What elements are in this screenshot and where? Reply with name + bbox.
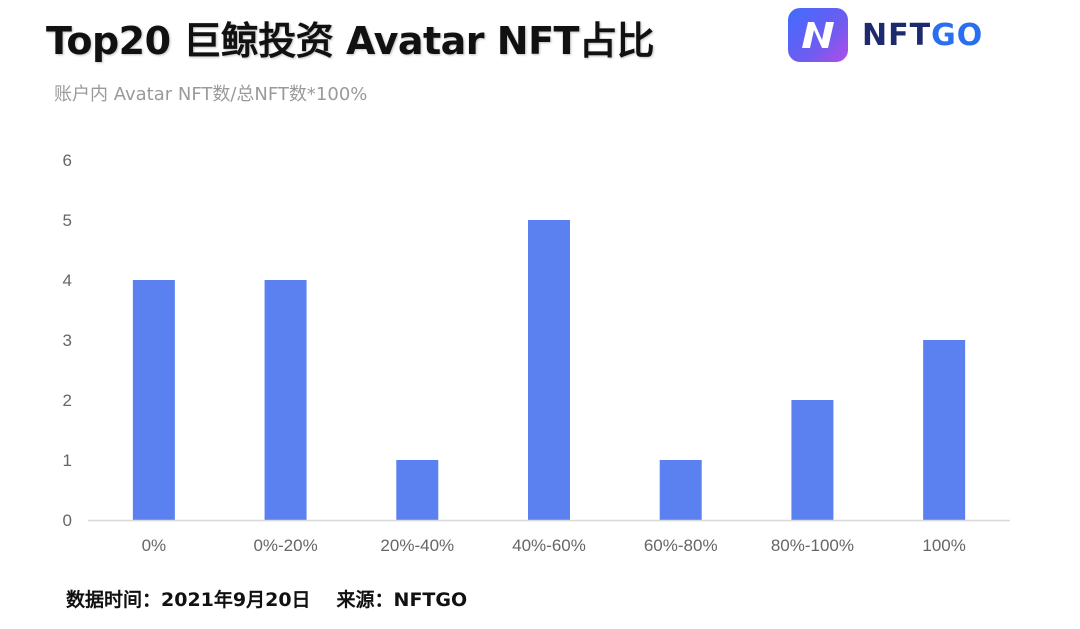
y-tick-label: 6 [63, 151, 72, 170]
bar [132, 280, 175, 520]
y-tick-label: 4 [63, 271, 72, 290]
bar [659, 460, 702, 520]
bar [396, 460, 439, 520]
bar [923, 340, 966, 520]
x-tick-label: 100% [922, 536, 965, 555]
bar [264, 280, 307, 520]
x-tick-label: 0% [142, 536, 167, 555]
logo-text-go: GO [931, 17, 984, 53]
y-tick-label: 5 [63, 211, 72, 230]
y-tick-label: 1 [63, 451, 72, 470]
footer-date: 数据时间：2021年9月20日 [66, 589, 311, 611]
nftgo-logo-text: NFTGO [862, 18, 983, 53]
y-tick-label: 0 [63, 511, 72, 530]
footer: 数据时间：2021年9月20日 来源：NFTGO [66, 585, 467, 612]
bar [791, 400, 834, 520]
footer-source: 来源：NFTGO [336, 589, 468, 611]
bar [528, 220, 570, 520]
chart-title: Top20 巨鲸投资 Avatar NFT占比 [46, 19, 654, 63]
x-tick-label: 60%-80% [644, 536, 718, 555]
x-tick-label: 0%-20% [253, 536, 317, 555]
nftgo-logo-icon [788, 8, 848, 62]
y-tick-label: 3 [63, 331, 72, 350]
y-tick-label: 2 [63, 391, 72, 410]
logo-text-nft: NFT [862, 17, 932, 53]
chart-subtitle: 账户内 Avatar NFT数/总NFT数*100% [54, 84, 368, 105]
x-tick-label: 40%-60% [512, 536, 586, 555]
x-tick-label: 20%-40% [380, 536, 454, 555]
nftgo-logo: NFTGO [788, 8, 983, 62]
x-tick-label: 80%-100% [771, 536, 854, 555]
